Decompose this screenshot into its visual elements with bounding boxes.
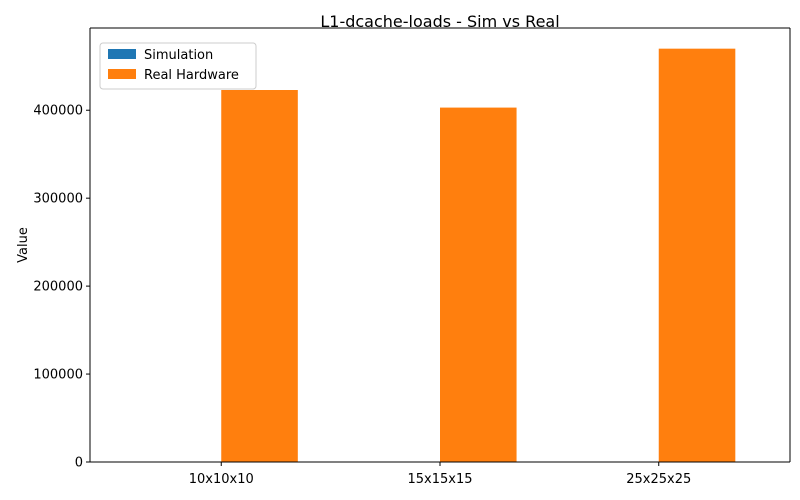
x-tick-label: 25x25x25	[626, 472, 691, 487]
legend: Simulation Real Hardware	[99, 42, 257, 90]
x-tick-label: 10x10x10	[189, 472, 254, 487]
bars-layer	[221, 48, 736, 463]
legend-swatch-simulation	[108, 49, 136, 59]
legend-swatch-real-hardware	[108, 69, 136, 79]
y-tick-label: 200000	[33, 280, 83, 295]
x-tick-label: 15x15x15	[407, 472, 472, 487]
bar-real-hardware-15x15x15	[440, 107, 517, 462]
legend-box	[99, 42, 257, 90]
y-tick-label: 100000	[33, 368, 83, 383]
y-tick-label: 400000	[33, 104, 83, 119]
y-tick-label: 300000	[33, 192, 83, 207]
x-ticks: 10x10x10 15x15x15 25x25x25	[189, 462, 691, 487]
bar-real-hardware-10x10x10	[221, 90, 298, 462]
y-ticks: 0 100000 200000 300000 400000	[33, 104, 90, 471]
chart-title: L1-dcache-loads - Sim vs Real	[320, 12, 559, 31]
y-tick-label: 0	[75, 456, 83, 471]
bar-real-hardware-25x25x25	[658, 48, 736, 463]
legend-label-real-hardware: Real Hardware	[144, 68, 239, 83]
legend-label-simulation: Simulation	[144, 48, 213, 63]
y-axis-label: Value	[16, 227, 31, 263]
